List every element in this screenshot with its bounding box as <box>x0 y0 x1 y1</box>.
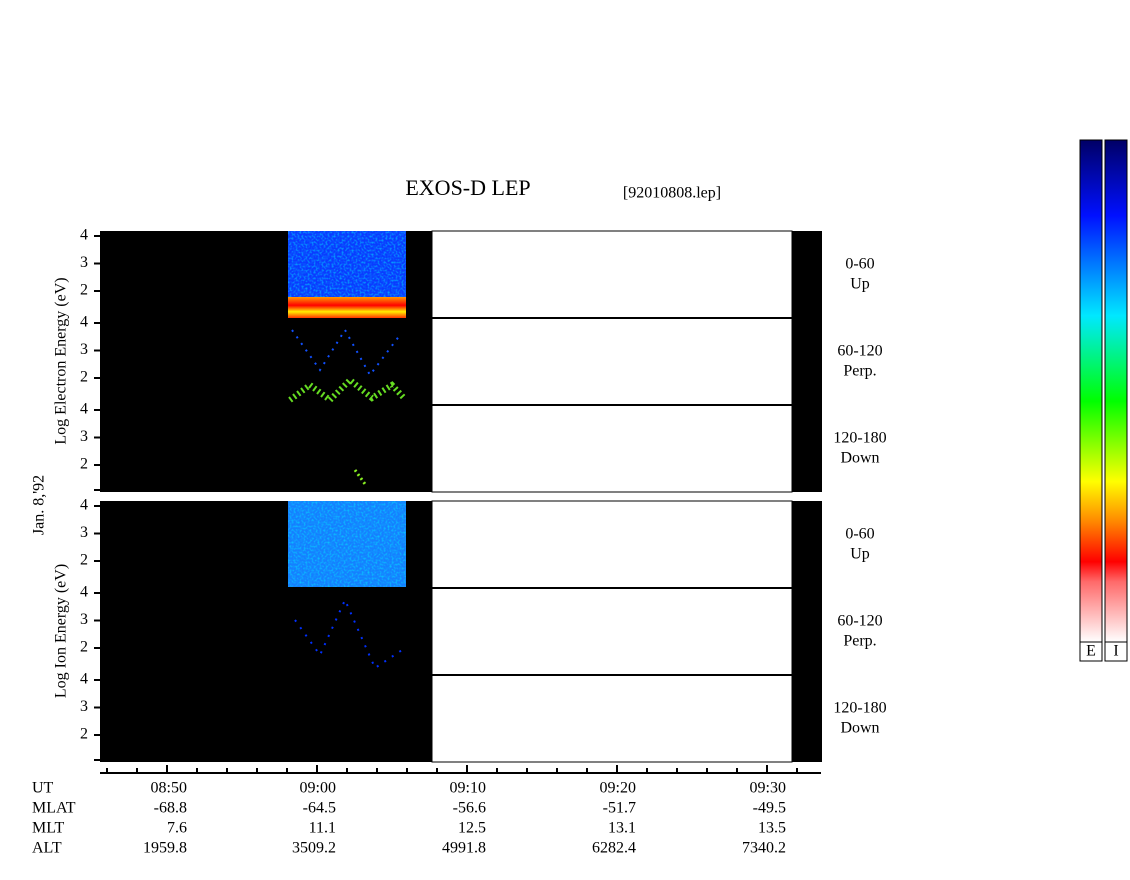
colorbar-label: E <box>1086 643 1096 660</box>
y-tick-label: 4 <box>80 227 88 244</box>
y-tick-label: 4 <box>80 671 88 688</box>
subpanel-direction: Down <box>840 450 879 467</box>
y-axis-title: Log Electron Energy (eV) <box>53 277 70 444</box>
row-value: 13.5 <box>758 820 786 837</box>
row-label: UT <box>32 780 54 797</box>
subpanel-range: 60-120 <box>837 613 882 630</box>
subpanel-range: 120-180 <box>833 700 886 717</box>
colorbars: E I <box>1079 139 1128 662</box>
y-tick-label: 3 <box>80 698 88 715</box>
y-tick-label: 2 <box>80 639 88 656</box>
subpanel-direction: Perp. <box>843 633 876 650</box>
y-tick-label: 3 <box>80 341 88 358</box>
y-tick-label: 2 <box>80 282 88 299</box>
row-value: 3509.2 <box>292 840 336 857</box>
row-value: 12.5 <box>458 820 486 837</box>
row-value: 7.6 <box>167 820 187 837</box>
row-value: 09:20 <box>600 780 636 797</box>
y-tick-label: 4 <box>80 401 88 418</box>
row-label: ALT <box>32 840 62 857</box>
subpanel-direction: Down <box>840 720 879 737</box>
panel-area <box>100 230 822 763</box>
colorbar-label: I <box>1113 643 1118 660</box>
row-value: 09:10 <box>450 780 486 797</box>
row-value: 4991.8 <box>442 840 486 857</box>
subpanel-direction: Perp. <box>843 363 876 380</box>
subpanel-direction: Up <box>850 546 870 563</box>
y-axis-title: Log Ion Energy (eV) <box>53 564 70 698</box>
y-tick-label: 3 <box>80 254 88 271</box>
row-value: 7340.2 <box>742 840 786 857</box>
subpanel-range: 0-60 <box>845 256 874 273</box>
row-value: -64.5 <box>303 800 336 817</box>
y-tick-label: 4 <box>80 314 88 331</box>
row-value: 6282.4 <box>592 840 636 857</box>
y-tick-label: 2 <box>80 552 88 569</box>
date: Jan. 8,'92 <box>31 475 48 535</box>
title: EXOS-D LEP <box>405 175 530 200</box>
file-name: [92010808.lep] <box>623 185 721 202</box>
y-tick-label: 4 <box>80 497 88 514</box>
y-tick-label: 3 <box>80 428 88 445</box>
row-label: MLAT <box>32 800 76 817</box>
y-tick-label: 2 <box>80 456 88 473</box>
row-value: 13.1 <box>608 820 636 837</box>
y-tick-label: 2 <box>80 726 88 743</box>
y-tick-label: 3 <box>80 524 88 541</box>
row-value: 09:00 <box>300 780 336 797</box>
row-value: 08:50 <box>151 780 187 797</box>
row-value: -68.8 <box>154 800 187 817</box>
row-value: 1959.8 <box>143 840 187 857</box>
subpanel-range: 60-120 <box>837 343 882 360</box>
row-label: MLT <box>32 820 65 837</box>
row-value: 11.1 <box>309 820 336 837</box>
row-value: -56.6 <box>453 800 486 817</box>
row-value: -51.7 <box>603 800 636 817</box>
y-tick-label: 2 <box>80 369 88 386</box>
y-tick-label: 3 <box>80 611 88 628</box>
row-value: -49.5 <box>753 800 786 817</box>
y-tick-label: 4 <box>80 584 88 601</box>
subpanel-range: 0-60 <box>845 526 874 543</box>
subpanel-range: 120-180 <box>833 430 886 447</box>
row-value: 09:30 <box>750 780 786 797</box>
subpanel-direction: Up <box>850 276 870 293</box>
spectrogram <box>288 231 407 670</box>
